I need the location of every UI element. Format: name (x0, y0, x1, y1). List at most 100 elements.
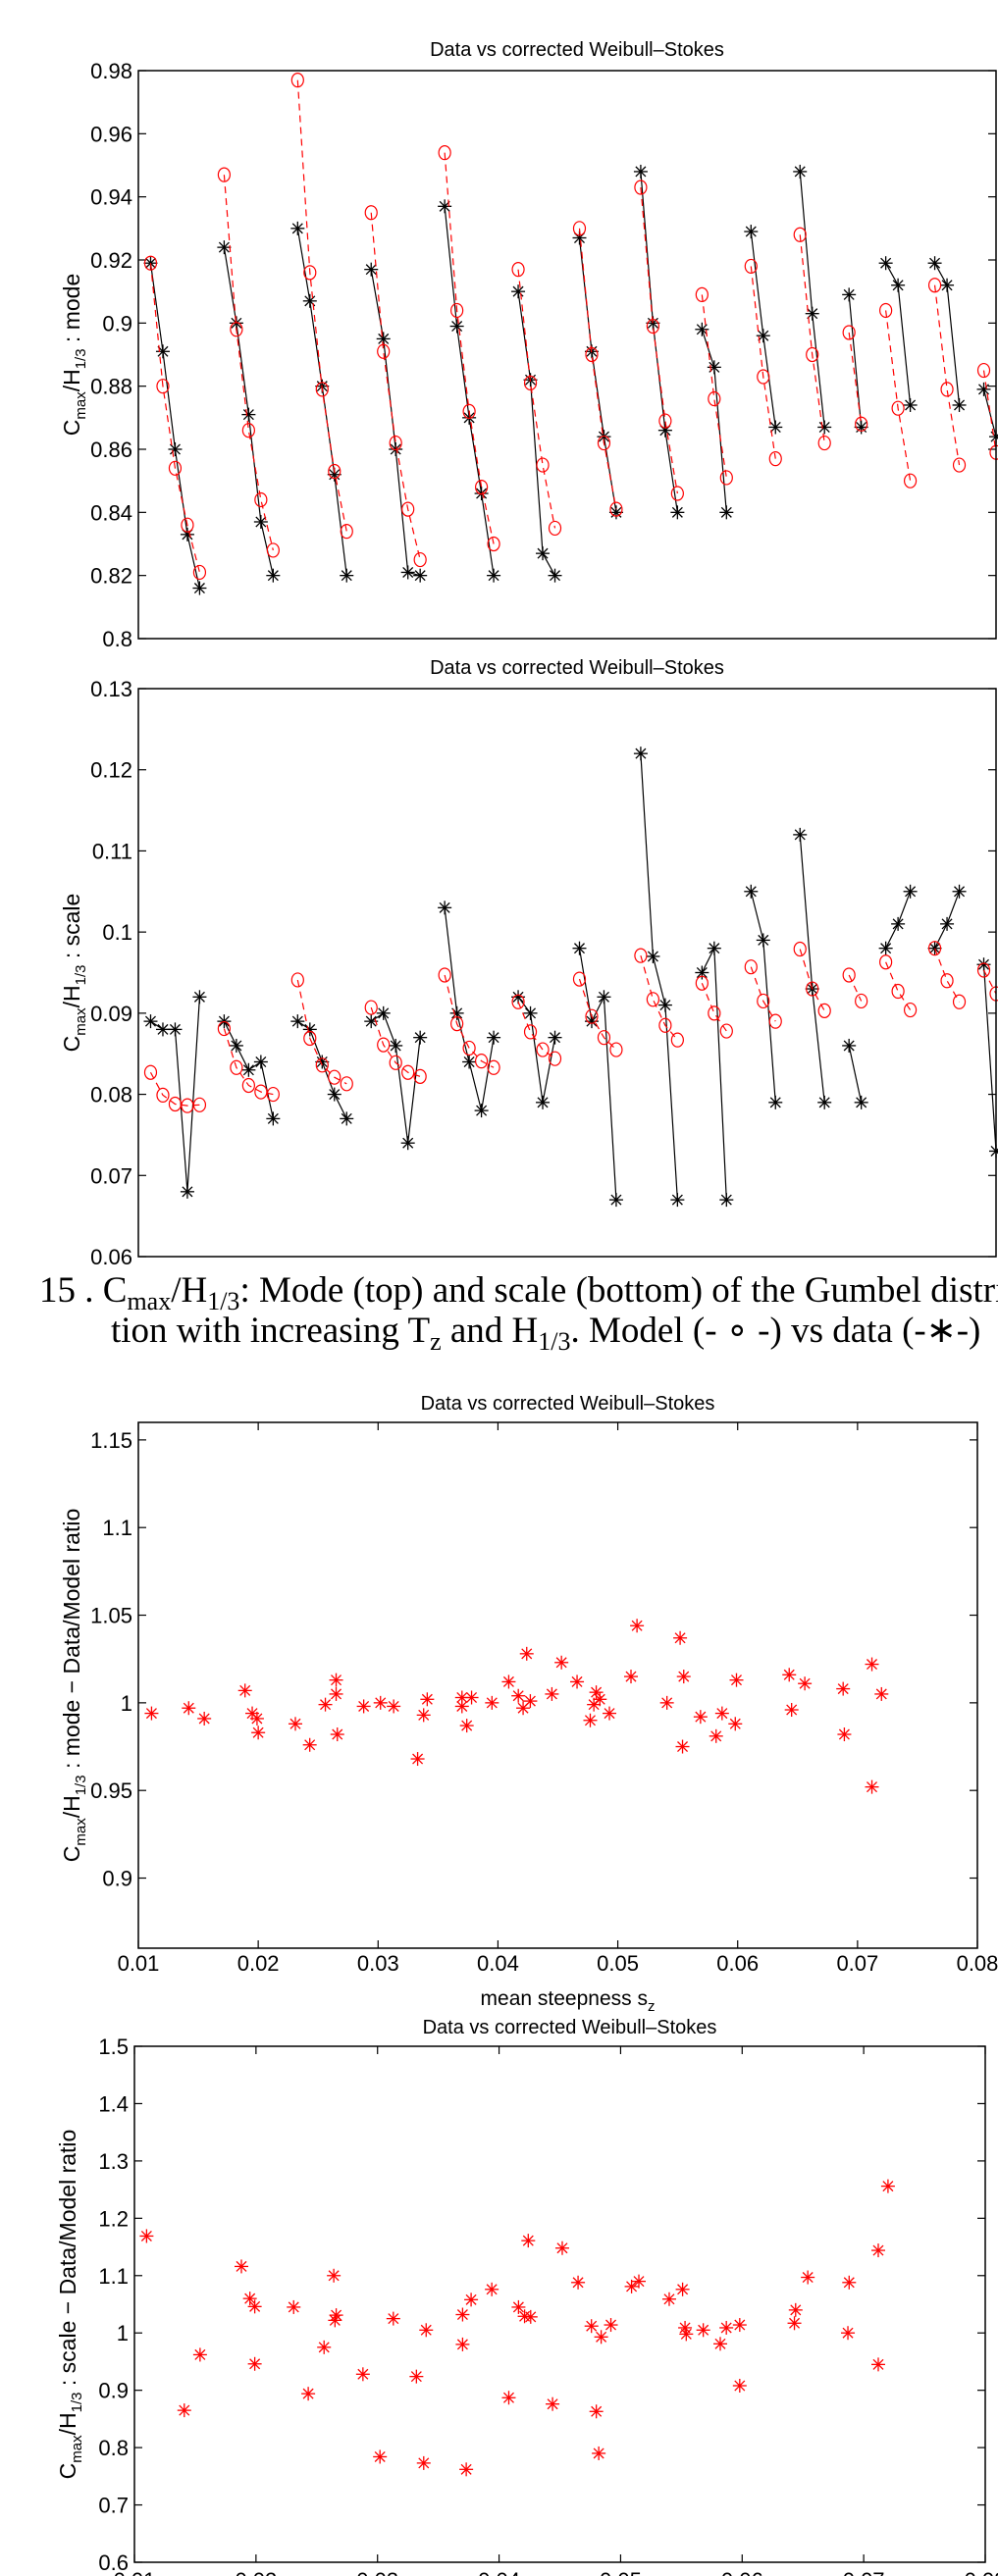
marker-stroke (329, 1089, 341, 1101)
marker-stroke (439, 200, 450, 212)
asterisk-marker (608, 1193, 623, 1208)
marker-stroke (145, 1708, 157, 1720)
y-tick-label: 0.12 (90, 758, 132, 783)
marker-stroke (388, 1700, 399, 1712)
marker-stroke (456, 2339, 468, 2350)
marker-stroke (941, 918, 953, 930)
marker-stroke (239, 1684, 251, 1696)
asterisk-marker (241, 407, 256, 422)
marker-stroke (451, 321, 463, 333)
model-point (413, 1068, 427, 1084)
model-point (230, 322, 243, 337)
marker-stroke (593, 2447, 604, 2459)
model-line (848, 974, 863, 1002)
marker-stroke (647, 951, 658, 962)
asterisk-marker (409, 2369, 424, 2384)
asterisk-marker (229, 1038, 243, 1053)
asterisk-marker (519, 1646, 534, 1661)
asterisk-marker (455, 2307, 470, 2322)
asterisk-marker (548, 568, 562, 583)
marker-stroke (460, 2463, 472, 2475)
asterisk-marker (251, 1726, 266, 1740)
asterisk-marker (355, 2367, 370, 2382)
model-point (548, 1051, 562, 1066)
marker-stroke (318, 2342, 330, 2353)
asterisk-marker (253, 1055, 268, 1069)
marker-stroke (671, 506, 683, 518)
marker-stroke (586, 2320, 598, 2332)
asterisk-marker (584, 2319, 599, 2334)
marker-stroke (680, 2328, 692, 2340)
marker-stroke (604, 1708, 615, 1720)
y-axis-label-part: /H (59, 369, 84, 391)
asterisk-marker (329, 1686, 343, 1701)
data-line (296, 228, 347, 576)
model-point (266, 1086, 280, 1103)
marker-stroke (521, 1648, 533, 1660)
model-point (377, 343, 391, 359)
model-line (885, 310, 912, 482)
asterisk-marker (511, 2299, 526, 2314)
marker-stroke (512, 285, 524, 297)
marker-stroke (525, 1007, 537, 1019)
marker-stroke (193, 583, 205, 594)
marker-stroke (799, 1677, 811, 1689)
marker-stroke (157, 1023, 169, 1035)
y-tick-label: 1.4 (98, 2091, 129, 2116)
asterisk-marker (253, 514, 268, 529)
asterisk-marker (793, 164, 808, 179)
asterisk-marker (459, 1719, 474, 1733)
asterisk-marker (182, 1701, 196, 1716)
marker-stroke (198, 1713, 210, 1725)
y-axis-label: Cmax/H1/3 : mode (59, 274, 89, 437)
model-point (168, 460, 183, 476)
model-point (364, 1000, 378, 1015)
asterisk-marker (413, 568, 428, 583)
y-tick-label: 0.1 (102, 920, 132, 945)
model-point (290, 972, 304, 988)
asterisk-marker (289, 1717, 303, 1731)
data-line (640, 753, 678, 1201)
marker-stroke (390, 1040, 401, 1052)
model-point (572, 971, 587, 987)
marker-stroke (758, 330, 769, 341)
y-axis-label: Cmax/H1/3 : mode − Data/Model ratio (59, 1509, 89, 1863)
marker-stroke (169, 1023, 181, 1035)
asterisk-marker (364, 262, 379, 277)
asterisk-marker (714, 1706, 729, 1721)
caption-subscript: max (127, 1287, 172, 1315)
asterisk-marker (608, 505, 623, 520)
model-line (517, 1002, 555, 1059)
asterisk-marker (782, 1668, 797, 1682)
marker-stroke (843, 2277, 855, 2289)
asterisk-marker (464, 1690, 479, 1705)
marker-stroke (488, 1032, 499, 1044)
model-point (340, 1076, 353, 1092)
marker-stroke (320, 1699, 332, 1711)
marker-stroke (378, 333, 390, 344)
marker-stroke (331, 1674, 342, 1686)
data-line (517, 291, 556, 576)
marker-stroke (524, 1695, 536, 1707)
marker-stroke (659, 1000, 671, 1011)
marker-stroke (410, 2371, 422, 2383)
asterisk-marker (197, 1711, 212, 1726)
series-ratio (139, 2179, 895, 2477)
model-point (646, 992, 660, 1007)
marker-stroke (875, 1688, 887, 1700)
asterisk-marker (841, 2326, 856, 2341)
marker-stroke (525, 2311, 537, 2323)
y-axis-label: Cmax/H1/3 : scale (59, 894, 89, 1053)
asterisk-marker (661, 2292, 676, 2306)
asterisk-marker (554, 2241, 569, 2255)
asterisk-marker (624, 2279, 639, 2293)
model-point (377, 1037, 391, 1053)
marker-stroke (730, 1674, 742, 1686)
model-point (842, 967, 856, 983)
model-line (982, 969, 997, 995)
asterisk-marker (376, 332, 391, 346)
asterisk-marker (376, 1005, 391, 1020)
marker-stroke (179, 2404, 190, 2416)
asterisk-marker (521, 2234, 536, 2248)
model-point (891, 983, 905, 1000)
